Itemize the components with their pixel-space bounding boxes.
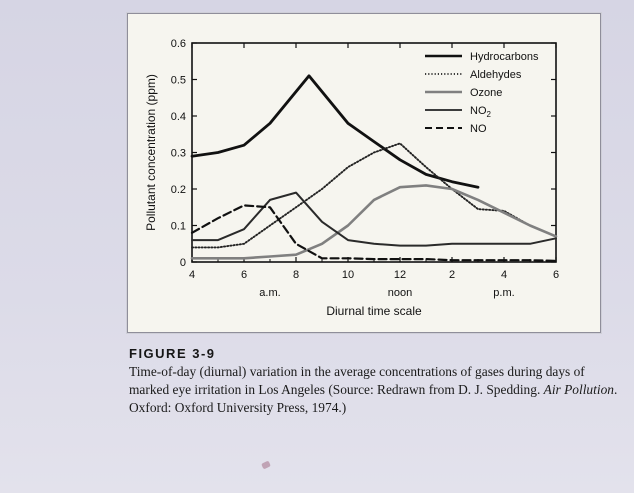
series-line-ozone bbox=[190, 184, 558, 260]
x-tick-label: 2 bbox=[449, 269, 455, 281]
figure-caption-label: FIGURE 3-9 bbox=[129, 346, 216, 361]
legend-label-ozone: Ozone bbox=[470, 87, 502, 99]
chart-axes: 0 0.1 0.2 0.3 0.4 0.5 0.6 4 6 8 10 12 2 4 6 a.m. noon p.m… bbox=[144, 38, 559, 318]
caption-italic-title: Air Pollution bbox=[543, 382, 614, 397]
caption-text-part-1: Time-of-day (diurnal) variation in the a… bbox=[129, 364, 585, 397]
x-tick-label: 6 bbox=[241, 269, 247, 281]
y-tick-label: 0.3 bbox=[171, 148, 186, 160]
y-tick-label: 0.6 bbox=[171, 38, 186, 50]
x-tick-label: 10 bbox=[342, 269, 354, 281]
x-tick-label: 6 bbox=[553, 269, 559, 281]
x-tick-label: 4 bbox=[501, 269, 507, 281]
x-tick-label: 4 bbox=[189, 269, 195, 281]
figure-frame bbox=[127, 13, 601, 333]
legend-label-no2: NO2 bbox=[470, 105, 492, 119]
y-tick-label: 0.1 bbox=[171, 221, 186, 233]
x-tick-label: 8 bbox=[293, 269, 299, 281]
y-tick-label: 0.2 bbox=[171, 184, 186, 196]
x-period-label: a.m. bbox=[259, 287, 280, 299]
chart-series bbox=[190, 74, 558, 262]
y-tick-label: 0.5 bbox=[171, 75, 186, 87]
legend-label-aldehydes: Aldehydes bbox=[470, 69, 522, 81]
x-period-label: p.m. bbox=[493, 287, 514, 299]
y-axis-label: Pollutant concentration (ppm) bbox=[144, 74, 158, 231]
y-tick-label: 0 bbox=[180, 257, 186, 269]
figure-caption-text: Time-of-day (diurnal) variation in the a… bbox=[129, 363, 619, 417]
series-line-hydrocarbons bbox=[190, 74, 480, 189]
caption-text-part-2: . Oxford: Oxford University Press, 1974.… bbox=[129, 382, 618, 415]
series-line-no2 bbox=[191, 191, 557, 247]
series-line-aldehydes bbox=[191, 142, 557, 249]
legend-label-no: NO bbox=[470, 123, 487, 135]
y-tick-label: 0.4 bbox=[171, 111, 186, 123]
series-line-no bbox=[190, 204, 558, 262]
x-tick-label: 12 bbox=[394, 269, 406, 281]
x-period-label: noon bbox=[388, 287, 412, 299]
pollutant-line-chart: 0 0.1 0.2 0.3 0.4 0.5 0.6 4 6 8 10 12 2 4 6 a.m. noon p.m… bbox=[144, 38, 559, 318]
x-axis-label: Diurnal time scale bbox=[326, 304, 422, 318]
chart-legend: Hydrocarbons Aldehydes Ozone NO2 NO bbox=[425, 51, 539, 135]
legend-label-hydrocarbons: Hydrocarbons bbox=[470, 51, 539, 63]
